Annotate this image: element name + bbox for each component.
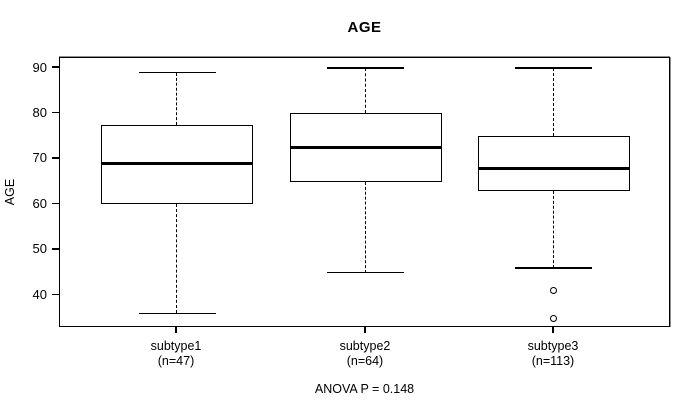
anova-annotation: ANOVA P = 0.148 bbox=[314, 382, 415, 396]
y-axis-label: AGE bbox=[3, 178, 17, 206]
x-tick-mark-subtype2 bbox=[364, 327, 366, 333]
group-name-subtype3: subtype3 bbox=[527, 339, 579, 353]
y-tick-label-40: 40 bbox=[32, 286, 47, 302]
outlier-point-subtype3-0 bbox=[550, 287, 558, 295]
upper-whisker-cap-subtype1 bbox=[138, 71, 216, 74]
lower-whisker-subtype1 bbox=[176, 204, 178, 314]
upper-whisker-subtype2 bbox=[365, 68, 367, 114]
x-tick-mark-subtype3 bbox=[552, 327, 554, 333]
outlier-point-subtype3-1 bbox=[550, 314, 558, 322]
y-tick-mark-50 bbox=[52, 248, 59, 250]
y-tick-label-70: 70 bbox=[32, 150, 47, 166]
plot-area bbox=[59, 57, 670, 327]
chart-title: AGE bbox=[347, 19, 382, 36]
y-tick-mark-40 bbox=[52, 293, 59, 296]
y-tick-label-50: 50 bbox=[32, 241, 47, 257]
y-tick-mark-90 bbox=[52, 66, 59, 68]
iqr-box-subtype3 bbox=[477, 136, 630, 191]
upper-whisker-subtype1 bbox=[176, 72, 178, 125]
median-line-subtype3 bbox=[477, 166, 630, 170]
lower-whisker-cap-subtype2 bbox=[327, 271, 405, 274]
y-tick-label-60: 60 bbox=[32, 195, 47, 211]
upper-whisker-subtype3 bbox=[553, 68, 555, 137]
y-tick-label-90: 90 bbox=[32, 59, 47, 75]
x-group-label-subtype2: subtype2 (n=64) bbox=[295, 339, 435, 369]
x-group-label-subtype3: subtype3 (n=113) bbox=[483, 339, 623, 369]
x-tick-mark-subtype1 bbox=[175, 327, 177, 333]
group-n-subtype1: (n=47) bbox=[157, 354, 195, 368]
lower-whisker-cap-subtype1 bbox=[138, 312, 216, 315]
group-n-subtype3: (n=113) bbox=[531, 354, 575, 368]
group-name-subtype2: subtype2 bbox=[339, 339, 391, 353]
lower-whisker-subtype3 bbox=[553, 190, 555, 268]
median-line-subtype1 bbox=[101, 161, 253, 165]
upper-whisker-cap-subtype3 bbox=[515, 67, 593, 69]
y-tick-mark-70 bbox=[52, 157, 59, 159]
y-tick-label-80: 80 bbox=[32, 104, 47, 120]
lower-whisker-cap-subtype3 bbox=[515, 267, 593, 269]
upper-whisker-cap-subtype2 bbox=[327, 67, 405, 69]
lower-whisker-subtype2 bbox=[365, 181, 367, 273]
group-name-subtype1: subtype1 bbox=[150, 339, 202, 353]
y-tick-mark-80 bbox=[52, 111, 59, 114]
group-n-subtype2: (n=64) bbox=[346, 354, 384, 368]
y-tick-mark-60 bbox=[52, 202, 59, 205]
median-line-subtype2 bbox=[289, 146, 442, 150]
x-group-label-subtype1: subtype1 (n=47) bbox=[106, 339, 246, 369]
